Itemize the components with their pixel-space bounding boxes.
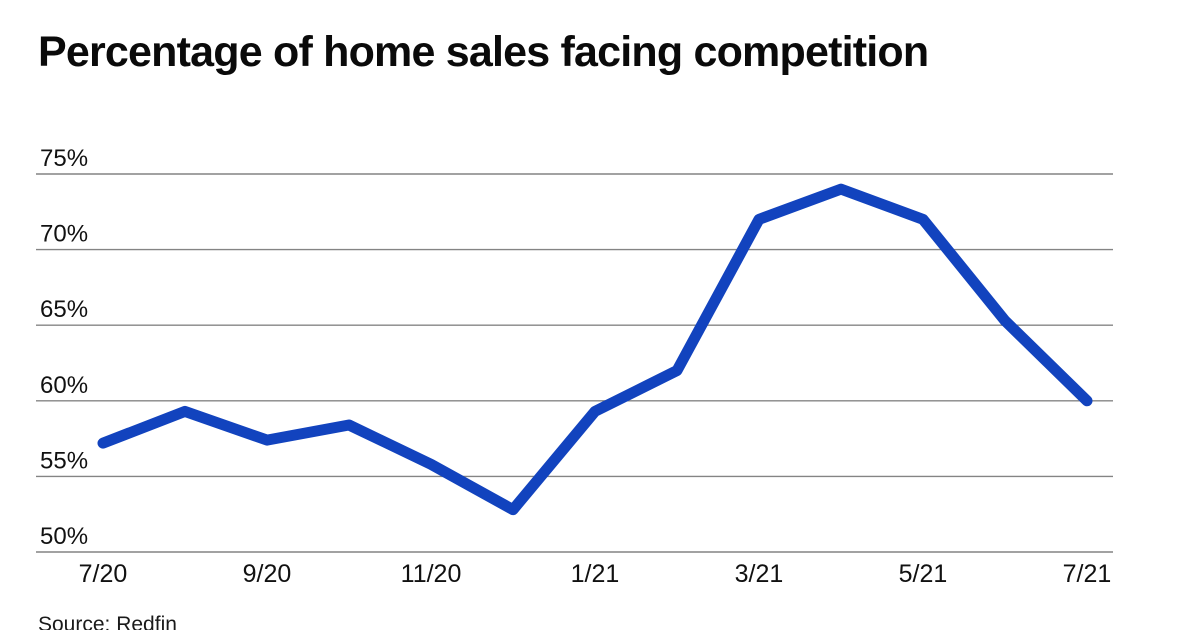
x-tick-label: 11/20 — [401, 560, 462, 588]
data-series-line — [97, 183, 1093, 516]
x-tick-label: 5/21 — [899, 560, 948, 588]
x-tick-label: 1/21 — [571, 560, 620, 588]
y-tick-label: 70% — [40, 221, 88, 248]
source-attribution: Source: Redfin — [38, 613, 177, 630]
x-tick-label: 7/20 — [79, 560, 128, 588]
y-tick-label: 60% — [40, 372, 88, 399]
x-tick-label: 9/20 — [243, 560, 292, 588]
y-tick-label: 50% — [40, 523, 88, 550]
y-tick-label: 55% — [40, 447, 88, 474]
x-tick-label: 3/21 — [735, 560, 784, 588]
y-tick-label: 65% — [40, 296, 88, 323]
x-tick-label: 7/21 — [1063, 560, 1112, 588]
chart-title: Percentage of home sales facing competit… — [38, 28, 929, 76]
y-tick-label: 75% — [40, 145, 88, 172]
